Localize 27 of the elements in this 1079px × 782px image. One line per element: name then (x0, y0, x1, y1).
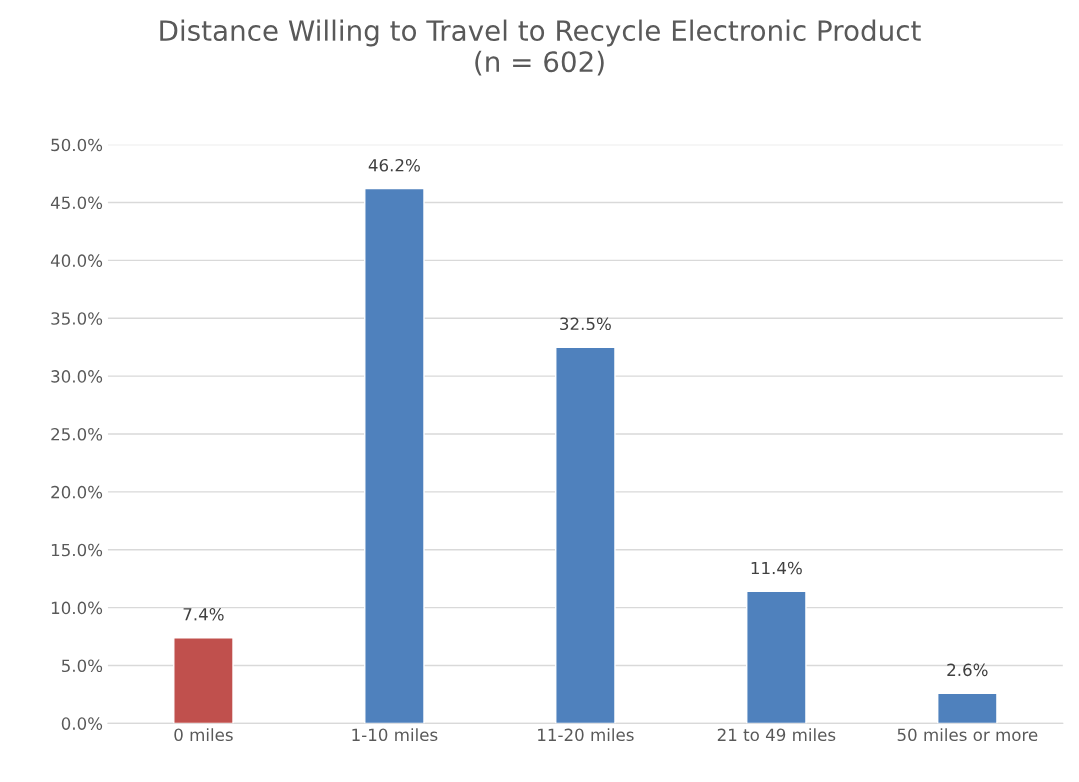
data-label: 32.5% (560, 317, 611, 331)
bar (746, 590, 807, 724)
x-tick-label: 11-20 miles (538, 728, 634, 742)
y-tick-label: 50.0% (51, 138, 103, 152)
y-tick-label: 30.0% (51, 370, 103, 383)
bar (937, 692, 998, 724)
y-tick-label: 5.0% (61, 659, 103, 673)
y-tick-label: 0.0% (61, 717, 103, 730)
y-tick-label: 40.0% (50, 254, 103, 267)
data-label: 2.6% (947, 663, 988, 677)
y-tick-label: 20.0% (51, 485, 103, 499)
bar (364, 187, 425, 724)
chart-title: Distance Willing to Travel to Recycle Electronic Product (n = 602) (160, 19, 921, 76)
y-tick-label: 35.0% (51, 312, 103, 325)
x-tick-label: 21 to 49 miles (717, 728, 836, 742)
x-tick-label: 50 miles or more (897, 728, 1038, 742)
bar (173, 637, 234, 724)
y-tick-label: 10.0% (51, 601, 103, 615)
data-label: 46.2% (368, 158, 420, 172)
data-label: 7.4% (183, 607, 224, 621)
y-tick-label: 25.0% (51, 427, 103, 441)
data-label: 11.4% (751, 561, 802, 575)
y-tick-label: 45.0% (50, 196, 103, 210)
bar (555, 346, 616, 724)
y-tick-label: 15.0% (51, 543, 103, 557)
x-tick-label: 1-10 miles (352, 728, 438, 742)
x-tick-label: 0 miles (174, 728, 233, 742)
